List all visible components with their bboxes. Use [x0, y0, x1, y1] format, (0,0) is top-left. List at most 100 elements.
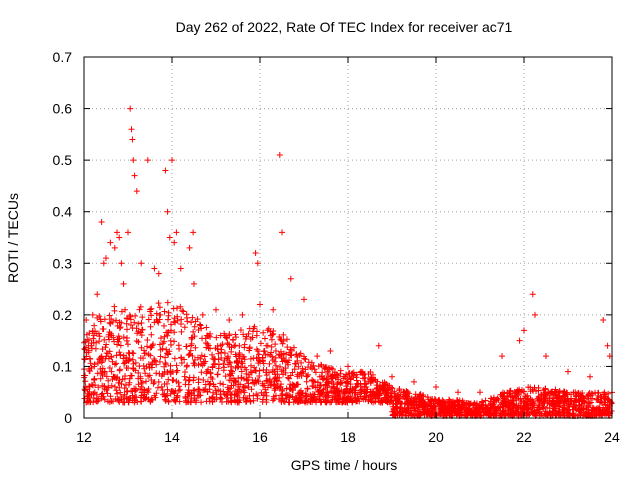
- scatter-point: [203, 344, 210, 351]
- scatter-point: [383, 398, 390, 405]
- scatter-point: [240, 331, 247, 338]
- scatter-point: [163, 329, 170, 336]
- scatter-point: [221, 357, 228, 364]
- scatter-point: [99, 382, 106, 389]
- scatter-point: [379, 385, 386, 392]
- data-point: [587, 373, 593, 380]
- scatter-point: [156, 358, 163, 365]
- scatter-point: [184, 389, 191, 396]
- scatter-point: [295, 363, 302, 370]
- scatter-point: [174, 317, 181, 324]
- scatter-point: [309, 390, 316, 397]
- scatter-point: [153, 361, 160, 368]
- scatter-point: [279, 386, 286, 393]
- scatter-point: [340, 395, 347, 402]
- scatter-point: [578, 403, 585, 410]
- scatter-point: [272, 385, 279, 392]
- scatter-point: [145, 316, 152, 323]
- scatter-point: [111, 307, 118, 314]
- scatter-point: [560, 388, 567, 395]
- scatter-point: [298, 369, 305, 376]
- scatter-point: [220, 360, 227, 367]
- scatter-point: [207, 380, 214, 387]
- scatter-point: [247, 362, 254, 369]
- scatter-point: [126, 375, 133, 382]
- scatter-point: [147, 306, 154, 313]
- scatter-point: [295, 398, 302, 405]
- data-point: [191, 280, 197, 287]
- scatter-point: [181, 356, 188, 363]
- scatter-point: [116, 384, 123, 391]
- scatter-point: [114, 322, 121, 329]
- scatter-point: [533, 412, 540, 419]
- x-tick-label: 20: [428, 429, 444, 445]
- scatter-point: [444, 403, 451, 410]
- scatter-point: [144, 336, 151, 343]
- scatter-point: [287, 372, 294, 379]
- scatter-point: [546, 400, 553, 407]
- scatter-point: [458, 412, 465, 419]
- scatter-point: [592, 389, 599, 396]
- scatter-point: [361, 375, 368, 382]
- scatter-point: [390, 408, 397, 415]
- scatter-point: [603, 411, 610, 418]
- scatter-point: [159, 391, 166, 398]
- scatter-point: [140, 355, 147, 362]
- scatter-point: [171, 355, 178, 362]
- scatter-point: [161, 363, 168, 370]
- scatter-point: [181, 324, 188, 331]
- scatter-point: [218, 346, 225, 353]
- scatter-point: [91, 363, 98, 370]
- data-point: [411, 378, 417, 385]
- scatter-point: [439, 405, 446, 412]
- scatter-point: [125, 358, 132, 365]
- scatter-point: [163, 380, 170, 387]
- scatter-point: [329, 396, 336, 403]
- scatter-point: [404, 400, 411, 407]
- scatter-point: [154, 318, 161, 325]
- scatter-point: [326, 380, 333, 387]
- scatter-point: [150, 380, 157, 387]
- scatter-point: [309, 365, 316, 372]
- scatter-point: [106, 312, 113, 319]
- scatter-point: [121, 360, 128, 367]
- scatter-point: [122, 306, 129, 313]
- data-point: [239, 311, 246, 318]
- scatter-point: [399, 408, 406, 415]
- scatter-point: [564, 406, 571, 413]
- scatter-point: [228, 391, 235, 398]
- scatter-point: [164, 392, 171, 399]
- scatter-point: [238, 368, 245, 375]
- scatter-point: [429, 408, 436, 415]
- scatter-point: [413, 399, 420, 406]
- scatter-point: [207, 345, 214, 352]
- scatter-point: [295, 399, 302, 406]
- x-tick-label: 18: [340, 429, 356, 445]
- scatter-point: [117, 324, 124, 331]
- data-point: [177, 265, 184, 272]
- scatter-point: [552, 391, 559, 398]
- scatter-point: [161, 333, 168, 340]
- scatter-point: [253, 368, 260, 375]
- scatter-point: [167, 362, 174, 369]
- scatter-point: [314, 379, 321, 386]
- scatter-point: [101, 336, 108, 343]
- scatter-point: [127, 316, 134, 323]
- scatter-point: [534, 397, 541, 404]
- scatter-point: [400, 393, 407, 400]
- scatter-point: [562, 396, 569, 403]
- scatter-point: [503, 401, 510, 408]
- scatter-point: [499, 412, 506, 419]
- data-point: [116, 234, 123, 241]
- scatter-point: [101, 396, 108, 403]
- scatter-point: [170, 318, 177, 325]
- scatter-point: [367, 389, 374, 396]
- scatter-point: [317, 399, 324, 406]
- scatter-point: [276, 396, 283, 403]
- chart-title: Day 262 of 2022, Rate Of TEC Index for r…: [176, 19, 513, 35]
- scatter-point: [99, 325, 106, 332]
- scatter-point: [396, 387, 403, 394]
- scatter-point: [291, 366, 298, 373]
- scatter-point: [484, 405, 491, 412]
- scatter-point: [343, 371, 350, 378]
